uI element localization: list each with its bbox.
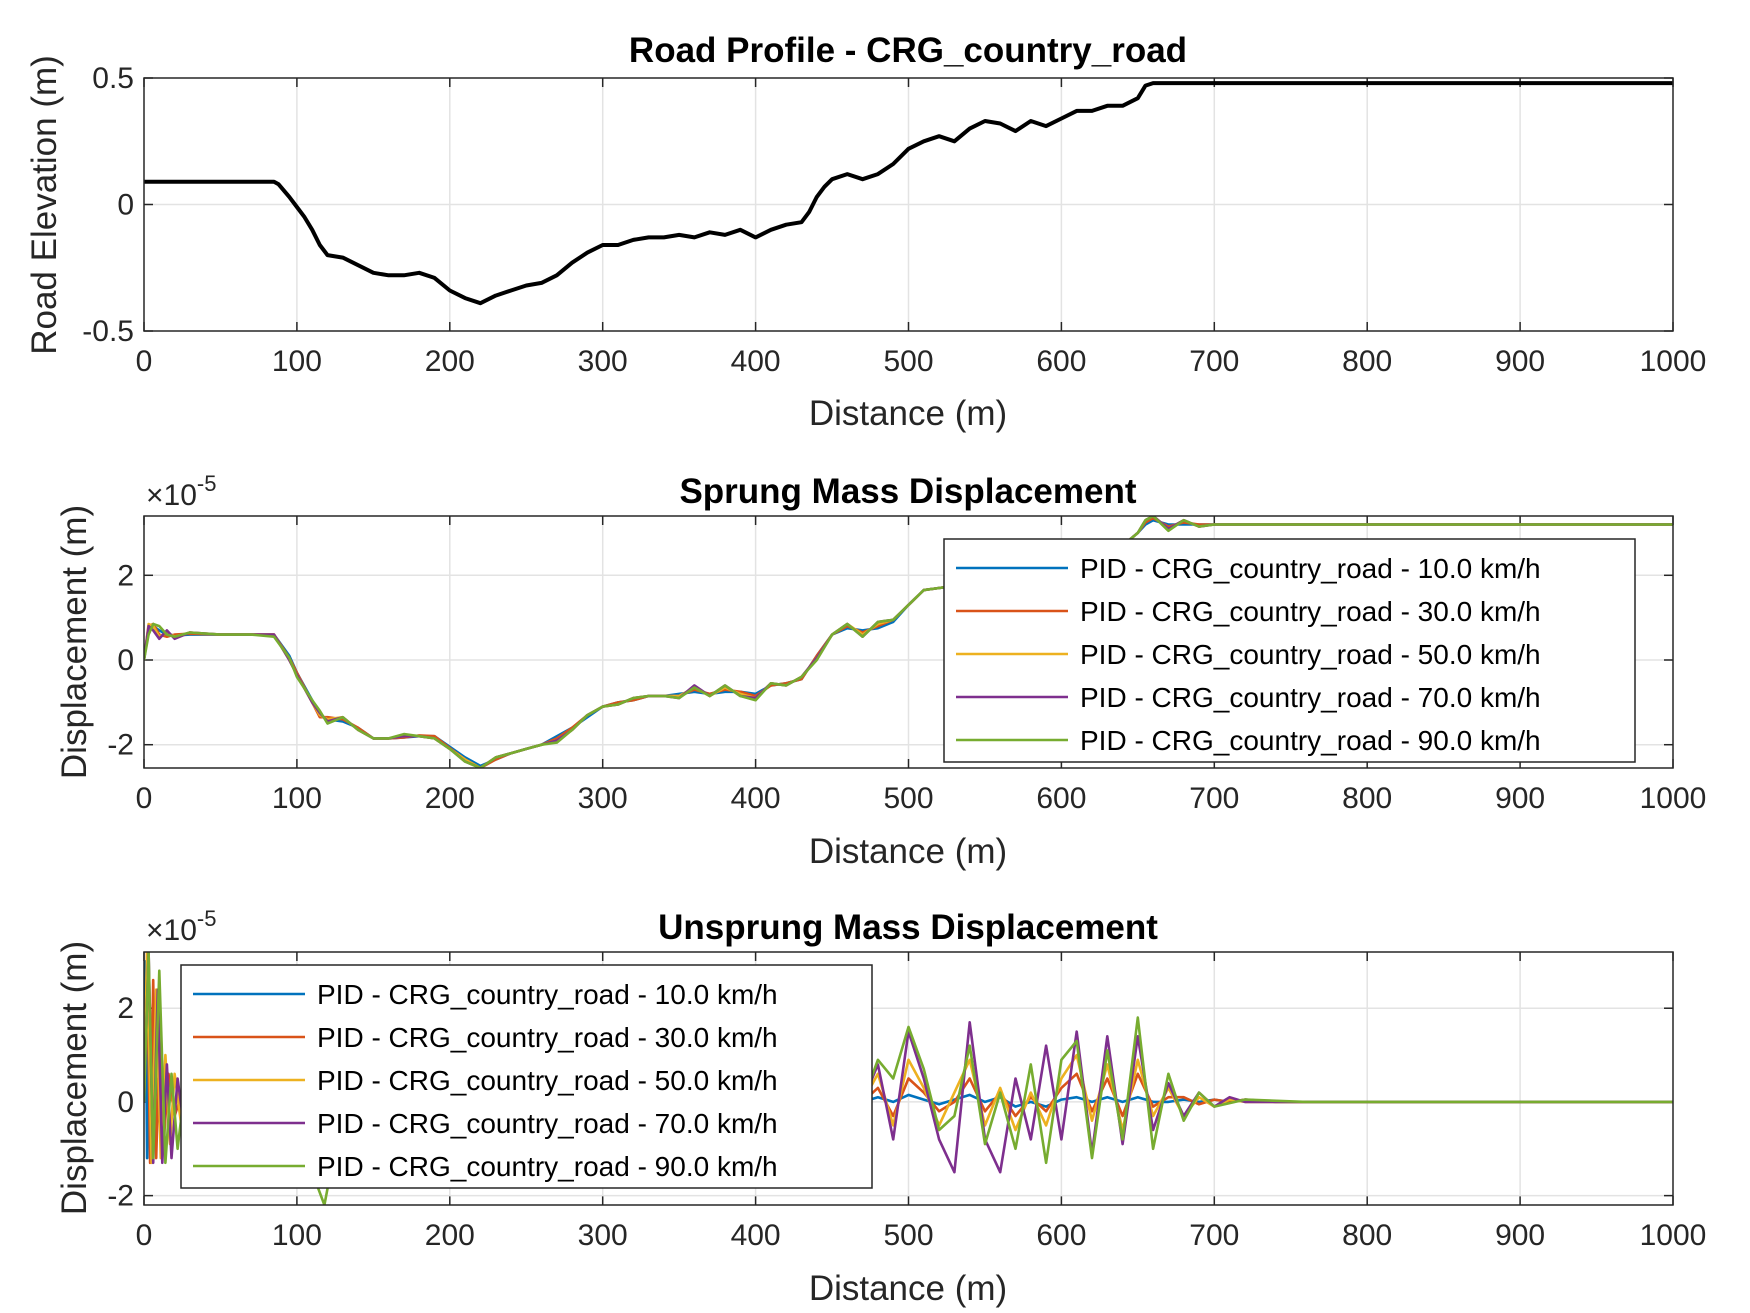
x-tick-label: 1000 [1640, 345, 1707, 378]
x-tick-label: 200 [425, 345, 475, 378]
x-tick-label: 1000 [1640, 1219, 1707, 1252]
x-tick-label: 0 [136, 345, 153, 378]
legend-label: PID - CRG_country_road - 70.0 km/h [317, 1108, 778, 1139]
legend-label: PID - CRG_country_road - 50.0 km/h [317, 1065, 778, 1096]
exponent-power: -5 [197, 471, 217, 496]
y-tick-labels: -2 0 2 [107, 559, 134, 761]
legend-box [943, 538, 1636, 763]
y-tick-label: 0.5 [92, 62, 134, 95]
x-tick-label: 1000 [1640, 782, 1707, 815]
y-exponent-label: ×10-5 [146, 906, 216, 947]
exponent-base: ×10 [146, 914, 197, 947]
y-tick-label: 2 [117, 559, 134, 592]
series-lines [144, 81, 1673, 306]
x-tick-label: 700 [1189, 1219, 1239, 1252]
x-tick-labels: 0 100 200 300 400 500 600 700 800 900 1000 [136, 1219, 1707, 1252]
x-tick-label: 700 [1189, 345, 1239, 378]
x-tick-label: 500 [883, 782, 933, 815]
unsprung-mass-panel: PID - CRG_country_road - 10.0 km/h PID - … [55, 906, 1706, 1308]
y-tick-label: 0 [117, 1086, 134, 1119]
x-tick-label: 900 [1495, 782, 1545, 815]
legend-label: PID - CRG_country_road - 90.0 km/h [1080, 725, 1541, 756]
x-tick-label: 800 [1342, 345, 1392, 378]
x-tick-label: 400 [731, 1219, 781, 1252]
chart-title: Sprung Mass Displacement [679, 472, 1136, 511]
sprung-mass-panel: 0 100 200 300 400 500 600 700 800 900 1000 -202 ×1… [55, 471, 1706, 871]
x-axis-label: Distance (m) [809, 832, 1007, 871]
x-axis-label: Distance (m) [809, 394, 1007, 433]
y-tick-label: 0 [117, 189, 134, 222]
y-tick-label: 0 [117, 644, 134, 677]
y-tick-label: -2 [107, 1180, 134, 1213]
y-exponent-label: ×10-5 [146, 471, 216, 512]
x-tick-label: 500 [883, 345, 933, 378]
x-tick-label: 400 [731, 782, 781, 815]
x-tick-label: 300 [578, 345, 628, 378]
chart-title: Unsprung Mass Displacement [658, 908, 1158, 947]
exponent-base: ×10 [146, 479, 197, 512]
x-tick-label: 100 [272, 1219, 322, 1252]
x-tick-label: 200 [425, 782, 475, 815]
y-axis-label: Displacement (m) [55, 941, 94, 1215]
x-axis-label: Distance (m) [809, 1269, 1007, 1308]
legend-label: PID - CRG_country_road - 10.0 km/h [1080, 553, 1541, 584]
axes-box [143, 77, 1674, 332]
legend: PID - CRG_country_road - 10.0 km/h PID - … [943, 538, 1636, 763]
x-tick-label: 0 [136, 782, 153, 815]
x-tick-label: 300 [578, 782, 628, 815]
y-axis-label: Road Elevation (m) [25, 55, 64, 355]
series-lines [144, 952, 1673, 1205]
x-tick-label: 0 [136, 1219, 153, 1252]
svg-text:×10-5: ×10-5 [146, 471, 216, 512]
series-line-1 [144, 81, 1673, 306]
x-tick-label: 100 [272, 345, 322, 378]
x-tick-label: 200 [425, 1219, 475, 1252]
svg-text:×10-5: ×10-5 [146, 906, 216, 947]
chart-title: Road Profile - CRG_country_road [629, 31, 1187, 70]
y-tick-labels: -0.5 0 0.5 [82, 62, 134, 348]
y-tick-label: -0.5 [82, 315, 134, 348]
x-tick-labels: 0 100 200 300 400 500 600 700 800 900 1000 [136, 782, 1707, 815]
legend-label: PID - CRG_country_road - 70.0 km/h [1080, 682, 1541, 713]
x-tick-label: 900 [1495, 1219, 1545, 1252]
x-tick-label: 700 [1189, 782, 1239, 815]
y-tick-label: -2 [107, 729, 134, 762]
x-tick-label: 800 [1342, 782, 1392, 815]
legend-label: PID - CRG_country_road - 90.0 km/h [317, 1151, 778, 1182]
x-tick-label: 900 [1495, 345, 1545, 378]
y-tick-label: 2 [117, 992, 134, 1025]
x-tick-label: 600 [1036, 782, 1086, 815]
legend-label: PID - CRG_country_road - 30.0 km/h [317, 1022, 778, 1053]
x-tick-label: 100 [272, 782, 322, 815]
x-tick-label: 800 [1342, 1219, 1392, 1252]
x-tick-label: 400 [731, 345, 781, 378]
legend-label: PID - CRG_country_road - 30.0 km/h [1080, 596, 1541, 627]
legend-label: PID - CRG_country_road - 10.0 km/h [317, 979, 778, 1010]
x-tick-label: 500 [883, 1219, 933, 1252]
y-axis-label: Displacement (m) [55, 505, 94, 779]
x-tick-label: 300 [578, 1219, 628, 1252]
x-tick-labels: 0 100 200 300 400 500 600 700 800 900 1000 [136, 345, 1707, 378]
legend-box [180, 964, 873, 1189]
legend: PID - CRG_country_road - 10.0 km/h PID - … [180, 964, 873, 1189]
axes-box [143, 951, 1674, 1206]
x-tick-label: 600 [1036, 345, 1086, 378]
x-tick-label: 600 [1036, 1219, 1086, 1252]
y-tick-labels: -2 0 2 [107, 992, 134, 1212]
exponent-power: -5 [197, 906, 217, 931]
legend-label: PID - CRG_country_road - 50.0 km/h [1080, 639, 1541, 670]
road-profile-panel: 0 100 200 300 400 500 600 700 800 900 1000 -0.500.… [25, 31, 1706, 433]
axes-box [143, 515, 1674, 769]
